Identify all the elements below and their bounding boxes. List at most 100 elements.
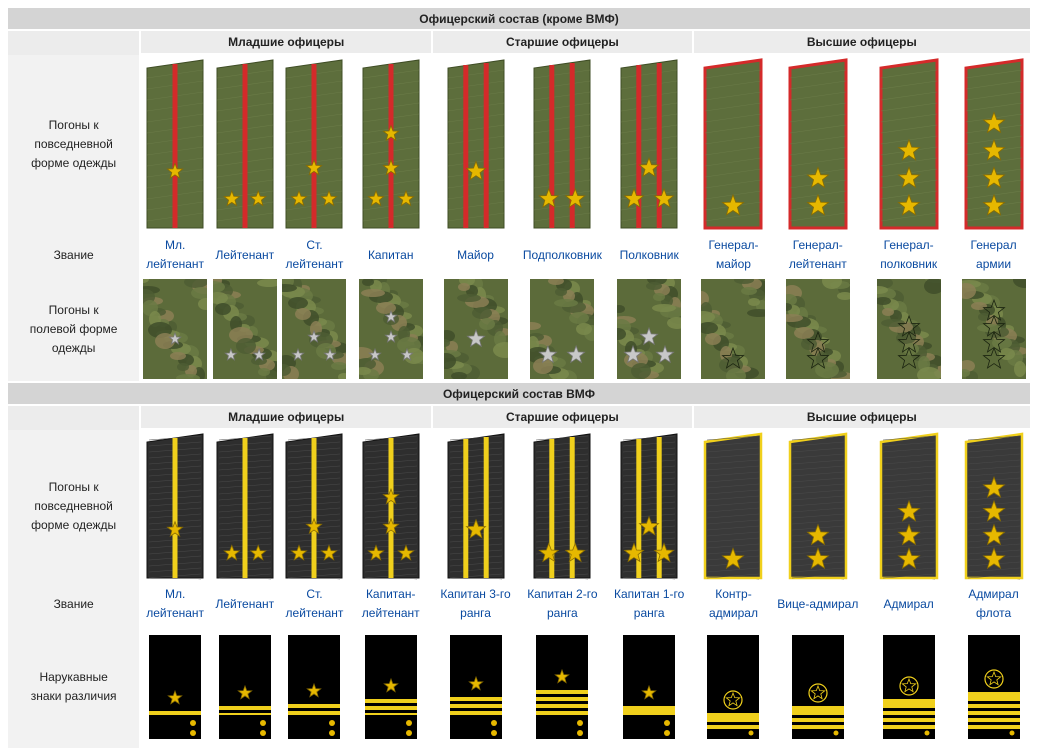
rank-cell: Ст. лейтенант (280, 233, 349, 277)
star-icon (981, 476, 1006, 499)
rank-link[interactable]: Генерал-полковник (880, 238, 938, 271)
star-icon (981, 499, 1006, 522)
star-icon (897, 547, 921, 570)
rank-link[interactable]: Капитан (367, 247, 414, 262)
army-field-shoulder-board (785, 279, 850, 379)
rank-link[interactable]: Капитан 3-го ранга (440, 587, 511, 620)
star-icon (383, 329, 398, 343)
navy-sleeve-insignia (707, 635, 760, 739)
insignia-cell (210, 277, 279, 381)
army-field-shoulder-board (617, 279, 682, 379)
star-icon (897, 346, 921, 369)
navy-daily-shoulder-board (285, 433, 343, 580)
rank-link[interactable]: Лейтенант (215, 596, 275, 611)
navy-sleeve-insignia (218, 635, 271, 739)
star-icon (897, 330, 921, 353)
star-icon (367, 544, 385, 561)
insignia-cell (519, 277, 605, 381)
army-daily-label: Погоны к повседневной форме одежды (8, 55, 140, 233)
rank-link[interactable]: Подполковник (522, 247, 602, 262)
insignia-cell (280, 55, 349, 233)
star-icon (249, 189, 267, 207)
rank-link[interactable]: Капитан-лейтенант (361, 587, 420, 620)
insignia-cell (280, 430, 349, 582)
star-icon (806, 193, 830, 216)
rank-link[interactable]: Ст. лейтенант (285, 587, 344, 620)
insignia-cell (433, 277, 518, 381)
insignia-cell (433, 430, 518, 582)
star-icon (383, 309, 398, 323)
rank-link[interactable]: Генерал-майор (708, 238, 759, 271)
star-icon (897, 314, 921, 337)
ranks-table: Офицерский состав (кроме ВМФ) Младшие оф… (6, 8, 1032, 748)
navy-daily-shoulder-board (620, 433, 678, 580)
star-icon (464, 518, 487, 539)
rank-link[interactable]: Лейтенант (215, 247, 275, 262)
insignia-cell (775, 430, 861, 582)
insignia-cell (433, 626, 518, 748)
rank-link[interactable]: Майор (457, 247, 494, 262)
insignia-cell (350, 277, 432, 381)
insignia-cell (775, 277, 861, 381)
star-icon (981, 111, 1006, 134)
rank-cell: Генерал-полковник (862, 233, 956, 277)
rank-cell: Капитан 2-го ранга (519, 582, 605, 626)
rank-link[interactable]: Вице-адмирал (777, 596, 859, 611)
army-daily-shoulder-board (447, 59, 505, 229)
star-icon (639, 326, 659, 346)
army-group-senior: Старшие офицеры (433, 31, 692, 55)
insignia-cell (210, 55, 279, 233)
army-field-shoulder-board (876, 279, 941, 379)
insignia-cell (957, 55, 1030, 233)
rank-link[interactable]: Полковник (619, 247, 679, 262)
star-icon (564, 542, 587, 563)
star-icon (623, 542, 645, 563)
navy-daily-shoulder-board (362, 433, 420, 580)
rank-cell: Капитан (350, 233, 432, 277)
star-icon (382, 677, 399, 693)
star-icon (981, 523, 1006, 546)
rank-link[interactable]: Мл. лейтенант (146, 238, 205, 271)
army-daily-shoulder-board (533, 59, 591, 229)
insignia-cell (606, 277, 692, 381)
army-field-label: Погоны к полевой форме одежды (8, 277, 140, 381)
navy-sleeve-insignia (791, 635, 844, 739)
star-icon (897, 499, 921, 522)
navy-sleeve-insignia (967, 635, 1020, 739)
army-field-shoulder-board (443, 279, 508, 379)
rank-link[interactable]: Адмирал (883, 596, 934, 611)
rank-link[interactable]: Контр-адмирал (708, 587, 758, 620)
star-icon (564, 187, 587, 209)
navy-daily-label: Погоны к повседневной форме одежды (8, 430, 140, 582)
insignia-cell (693, 626, 774, 748)
rank-link[interactable]: Капитан 1-го ранга (614, 587, 685, 620)
rank-link[interactable]: Генерал-лейтенант (788, 238, 847, 271)
army-field-shoulder-board (701, 279, 766, 379)
rank-link[interactable]: Мл. лейтенант (146, 587, 205, 620)
navy-daily-shoulder-board (533, 433, 591, 580)
rank-link[interactable]: Адмирал флота (968, 587, 1019, 620)
star-icon (367, 189, 385, 207)
navy-group-senior: Старшие офицеры (433, 406, 692, 430)
star-icon (382, 487, 400, 505)
navy-sleeve-insignia (149, 635, 202, 739)
insignia-cell (350, 626, 432, 748)
insignia-cell (606, 55, 692, 233)
star-icon (382, 124, 400, 142)
star-icon (167, 689, 183, 705)
navy-group-junior: Младшие офицеры (141, 406, 432, 430)
navy-sleeve-insignia (288, 635, 341, 739)
insignia-cell (957, 277, 1030, 381)
army-field-shoulder-board (358, 279, 423, 379)
star-icon (166, 520, 184, 538)
star-icon (981, 193, 1006, 216)
rank-link[interactable]: Ст. лейтенант (285, 238, 344, 271)
rank-link[interactable]: Капитан 2-го ранга (527, 587, 598, 620)
star-icon (623, 187, 645, 209)
rank-link[interactable]: Генерал армии (970, 238, 1017, 271)
star-icon (307, 329, 322, 343)
insignia-cell (141, 55, 209, 233)
star-icon (252, 347, 266, 361)
navy-group-flag: Высшие офицеры (693, 406, 1030, 430)
star-icon (306, 682, 323, 698)
